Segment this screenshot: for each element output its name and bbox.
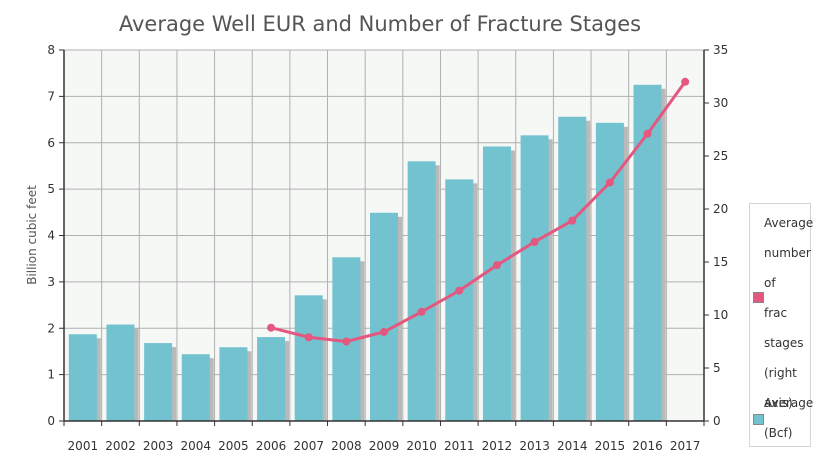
y-tick-label: 8 <box>47 43 55 57</box>
point-2013 <box>530 237 539 246</box>
x-tick-label-2004: 2004 <box>180 439 211 453</box>
point-2010 <box>417 307 426 316</box>
y-tick-label: 5 <box>47 182 55 196</box>
point-2012 <box>492 261 501 270</box>
frac-stages-polyline <box>270 80 687 343</box>
y2-tick-label: 0 <box>713 414 721 428</box>
legend-label-average: Average (Bcf) <box>764 396 814 440</box>
y-tick-label: 3 <box>47 275 55 289</box>
bar-2014 <box>558 116 587 421</box>
y-tick-label: 7 <box>47 89 55 103</box>
point-2006 <box>267 323 276 332</box>
bar-2007 <box>294 295 323 421</box>
x-tick-label-2007: 2007 <box>293 439 324 453</box>
bar-2012 <box>482 146 511 421</box>
point-2011 <box>455 286 464 295</box>
bar-2001 <box>68 334 97 421</box>
y2-tick-label: 30 <box>713 96 728 110</box>
y-tick-label: 4 <box>47 229 55 243</box>
bar-2009 <box>370 212 398 421</box>
legend-swatch-average <box>753 414 764 425</box>
point-2015 <box>605 178 614 187</box>
x-tick-label-2008: 2008 <box>331 439 362 453</box>
point-2009 <box>380 327 388 336</box>
x-tick-label-2005: 2005 <box>218 439 249 453</box>
frac-stages-line <box>267 77 690 346</box>
bar-2010 <box>407 161 436 422</box>
bar-2004 <box>181 354 210 421</box>
y-axis-ticks: 0 1 2 3 4 5 6 7 8 <box>47 43 64 428</box>
point-2017 <box>681 77 690 86</box>
x-tick-label-2015: 2015 <box>595 439 626 453</box>
bar-2011 <box>445 179 474 421</box>
y-tick-label: 2 <box>47 321 55 335</box>
y2-tick-label: 35 <box>713 43 728 57</box>
bar-2002 <box>106 324 135 421</box>
y2-tick-label: 25 <box>713 149 728 163</box>
x-tick-label-2002: 2002 <box>105 439 136 453</box>
y-axis-label: Billion cubic feet <box>25 185 39 285</box>
x-tick-label-2013: 2013 <box>519 439 550 453</box>
y-tick-label: 1 <box>47 368 55 382</box>
point-2008 <box>342 337 351 346</box>
chart-title: Average Well EUR and Number of Fracture … <box>119 12 641 36</box>
point-2007 <box>304 333 313 342</box>
x-axis-ticks: 2001 2002 2003 2004 2005 2006 2007 2008 2009 2010… <box>63 421 705 453</box>
bar-2006 <box>257 337 286 421</box>
bar-2013 <box>520 135 549 421</box>
y2-tick-label: 10 <box>713 308 728 322</box>
x-tick-label-2003: 2003 <box>143 439 174 453</box>
legend-label-frac-stages: Average number of frac stages (right axi… <box>764 216 814 410</box>
bar-2005 <box>219 347 248 421</box>
y2-tick-label: 15 <box>713 255 728 269</box>
x-tick-label-2001: 2001 <box>68 439 99 453</box>
bars <box>68 84 662 422</box>
x-tick-label-2014: 2014 <box>557 439 588 453</box>
legend-swatch-frac-stages <box>753 292 764 303</box>
bar-2016 <box>633 84 662 421</box>
y-tick-label: 0 <box>47 414 55 428</box>
point-2016 <box>643 129 652 138</box>
point-2014 <box>568 216 577 225</box>
y-tick-label: 6 <box>47 136 55 150</box>
y2-axis-ticks: 0 5 10 15 20 25 30 35 <box>704 43 728 428</box>
y2-tick-label: 20 <box>713 202 728 216</box>
x-tick-label-2017: 2017 <box>670 439 701 453</box>
bar-2003 <box>144 343 173 421</box>
x-tick-label-2016: 2016 <box>632 439 663 453</box>
y2-tick-label: 5 <box>713 361 721 375</box>
x-tick-label-2010: 2010 <box>406 439 437 453</box>
x-tick-label-2009: 2009 <box>369 439 400 453</box>
x-tick-label-2006: 2006 <box>256 439 287 453</box>
legend: Average number of frac stages (right axi… <box>749 203 814 447</box>
x-tick-label-2011: 2011 <box>444 439 475 453</box>
x-tick-label-2012: 2012 <box>482 439 513 453</box>
